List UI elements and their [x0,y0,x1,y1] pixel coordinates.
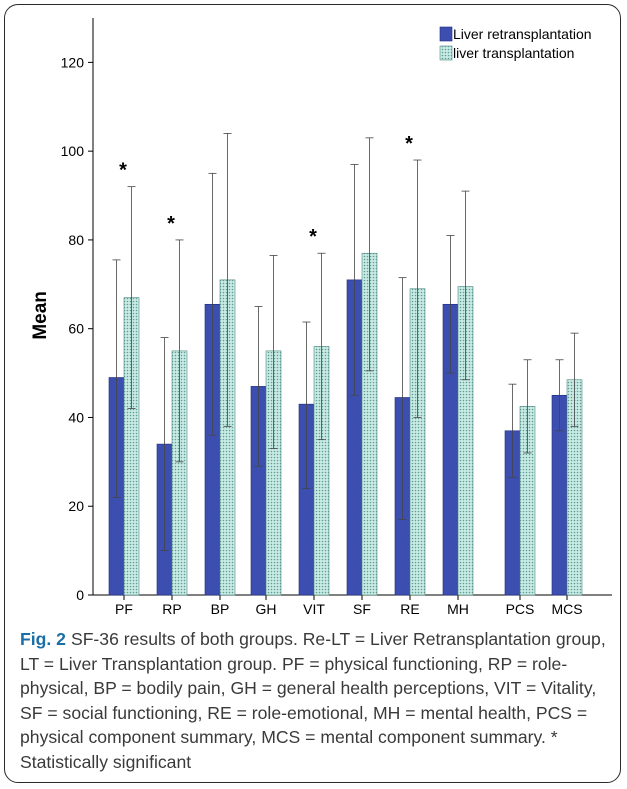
significance-asterisk: * [405,133,413,155]
legend-label: liver transplantation [453,45,574,61]
legend-swatch [439,26,453,42]
legend-swatch [439,45,453,61]
y-tick-label: 60 [68,321,84,337]
legend-label: Liver retransplantation [453,26,592,42]
x-tick-label: RP [162,601,181,617]
x-tick-label: BP [211,601,230,617]
x-tick-label: RE [400,601,419,617]
y-axis-label: Mean [30,291,51,340]
x-tick-label: MH [447,601,469,617]
x-tick-label: SF [353,601,371,617]
x-tick-label: MCS [551,601,582,617]
x-tick-label: PCS [506,601,535,617]
significance-asterisk: * [167,213,175,235]
x-tick-label: GH [256,601,277,617]
caption-label: Fig. 2 [20,629,66,649]
error-bars-group [112,132,579,552]
x-tick-label: VIT [303,601,325,617]
x-tick-label: PF [115,601,133,617]
y-tick-label: 20 [68,498,84,514]
bars-group [108,252,583,596]
figure-card [4,4,621,783]
bar-chart: 0 20 40 60 80 100 120 PF RP BP GH VIT SF RE MH PCS MCS *… [30,18,612,617]
legend: Liver retransplantation liver transplanta… [439,26,592,61]
caption-text: SF-36 results of both groups. Re-LT = Li… [20,629,606,772]
y-tick-label: 0 [76,587,84,603]
y-tick-label: 40 [68,409,84,425]
y-tick-label: 100 [61,143,85,159]
significance-markers: * * * * [119,133,413,248]
significance-asterisk: * [119,160,127,182]
significance-asterisk: * [309,226,317,248]
figure-caption: Fig. 2 SF-36 results of both groups. Re-L… [20,627,610,774]
y-tick-label: 80 [68,232,84,248]
y-tick-label: 120 [61,54,85,70]
